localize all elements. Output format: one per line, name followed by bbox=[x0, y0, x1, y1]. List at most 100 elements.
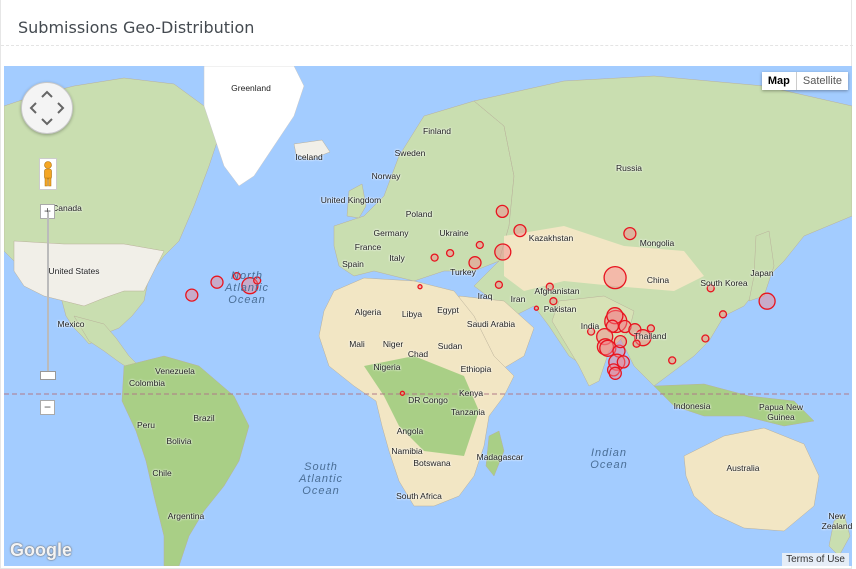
label-nigeria: Nigeria bbox=[373, 362, 401, 372]
madagascar-landmass bbox=[485, 430, 505, 477]
submission-marker[interactable] bbox=[253, 276, 262, 285]
label-ukraine: Ukraine bbox=[439, 228, 469, 238]
submission-marker[interactable] bbox=[599, 339, 617, 357]
submission-marker[interactable] bbox=[533, 305, 540, 311]
south-america-landmass bbox=[121, 355, 250, 566]
label-spain: Spain bbox=[342, 259, 364, 269]
label-mali: Mali bbox=[349, 339, 365, 349]
submission-marker[interactable] bbox=[668, 356, 677, 365]
iceland-landmass bbox=[293, 139, 331, 161]
greenland-landmass bbox=[203, 66, 305, 187]
map-canvas[interactable] bbox=[4, 66, 852, 566]
label-indonesia: Indonesia bbox=[673, 401, 711, 411]
india-landmass bbox=[551, 295, 635, 387]
pegman-figure-icon bbox=[44, 161, 52, 187]
label-namibia: Namibia bbox=[391, 446, 423, 456]
submission-marker[interactable] bbox=[646, 324, 656, 333]
submission-marker[interactable] bbox=[608, 366, 622, 380]
submission-marker[interactable] bbox=[606, 307, 624, 325]
submission-marker[interactable] bbox=[468, 256, 482, 270]
label-iran: Iran bbox=[510, 294, 526, 304]
central-africa-forest bbox=[364, 356, 479, 456]
label-brazil: Brazil bbox=[193, 413, 215, 423]
label-thailand: Thailand bbox=[633, 331, 667, 341]
label-germany: Germany bbox=[373, 228, 409, 238]
label-angola: Angola bbox=[396, 426, 424, 436]
pan-control-icon[interactable] bbox=[21, 82, 73, 134]
submission-marker[interactable] bbox=[618, 319, 632, 334]
submission-marker[interactable] bbox=[185, 288, 199, 302]
label-ethiopia: Ethiopia bbox=[460, 364, 492, 374]
new-zealand-landmass bbox=[828, 513, 851, 557]
label-united-states: United States bbox=[48, 266, 100, 276]
label-iraq: Iraq bbox=[477, 291, 493, 301]
label-saudi-arabia: Saudi Arabia bbox=[466, 319, 516, 329]
submission-marker[interactable] bbox=[445, 248, 455, 258]
submission-marker[interactable] bbox=[210, 275, 224, 289]
label-japan: Japan bbox=[750, 268, 774, 278]
label-italy: Italy bbox=[389, 253, 405, 263]
submission-marker[interactable] bbox=[494, 243, 512, 261]
label-peru: Peru bbox=[137, 420, 155, 430]
google-logo: Google bbox=[10, 540, 72, 560]
submission-marker[interactable] bbox=[545, 282, 554, 291]
submission-marker[interactable] bbox=[718, 310, 728, 319]
label-afghanistan: Afghanistan bbox=[534, 286, 580, 296]
label-iceland: Iceland bbox=[295, 152, 323, 162]
submission-marker[interactable] bbox=[701, 334, 710, 343]
label-france: France bbox=[354, 242, 382, 252]
zoom-slider-thumb[interactable] bbox=[40, 371, 56, 380]
label-algeria: Algeria bbox=[354, 307, 382, 317]
label-mongolia: Mongolia bbox=[639, 238, 675, 248]
zoom-out-button[interactable]: − bbox=[40, 400, 55, 415]
street-view-pegman-icon[interactable] bbox=[39, 158, 57, 190]
australia-landmass bbox=[683, 427, 820, 532]
japan-landmass bbox=[748, 230, 775, 302]
label-argentina: Argentina bbox=[167, 511, 205, 521]
submission-marker[interactable] bbox=[758, 292, 776, 310]
label-south-atlantic-ocean: South Atlantic Ocean bbox=[298, 461, 344, 497]
label-turkey: Turkey bbox=[450, 267, 476, 277]
label-china: China bbox=[646, 275, 670, 285]
label-uk: United Kingdom bbox=[320, 195, 382, 205]
label-papua-new-guinea: Papua New Guinea bbox=[759, 402, 803, 422]
label-india: India bbox=[580, 321, 600, 331]
submission-marker[interactable] bbox=[603, 265, 627, 290]
submission-marker[interactable] bbox=[616, 355, 630, 369]
label-chad: Chad bbox=[407, 349, 429, 359]
submission-marker[interactable] bbox=[417, 284, 423, 290]
label-kenya: Kenya bbox=[458, 388, 484, 398]
label-indian-ocean: Indian Ocean bbox=[590, 447, 628, 471]
submission-marker[interactable] bbox=[706, 284, 715, 293]
label-sweden: Sweden bbox=[394, 148, 426, 158]
submission-marker[interactable] bbox=[623, 226, 637, 241]
submission-marker[interactable] bbox=[399, 390, 406, 396]
panel-title: Submissions Geo-Distribution bbox=[18, 18, 255, 37]
label-new-zealand: New Zealand bbox=[821, 511, 852, 531]
submission-marker[interactable] bbox=[632, 339, 641, 348]
submission-marker[interactable] bbox=[494, 280, 504, 289]
label-bolivia: Bolivia bbox=[166, 436, 192, 446]
label-libya: Libya bbox=[401, 309, 423, 319]
zoom-slider-track[interactable] bbox=[47, 212, 49, 377]
submission-marker[interactable] bbox=[586, 327, 596, 336]
map-type-map-button[interactable]: Map bbox=[761, 72, 797, 90]
map-type-satellite-button[interactable]: Satellite bbox=[796, 72, 848, 90]
label-tanzania: Tanzania bbox=[450, 407, 486, 417]
label-egypt: Egypt bbox=[437, 305, 459, 315]
submission-marker[interactable] bbox=[430, 253, 439, 262]
label-botswana: Botswana bbox=[413, 458, 451, 468]
label-greenland: Greenland bbox=[231, 83, 271, 93]
submission-marker[interactable] bbox=[613, 334, 628, 349]
terms-of-use-link[interactable]: Terms of Use bbox=[782, 553, 849, 566]
submission-marker[interactable] bbox=[495, 204, 509, 219]
world-map[interactable]: Greenland Iceland Finland Sweden Norway … bbox=[4, 66, 852, 566]
submission-marker[interactable] bbox=[513, 223, 527, 238]
submission-marker[interactable] bbox=[232, 272, 242, 281]
label-chile: Chile bbox=[152, 468, 172, 478]
label-kazakhstan: Kazakhstan bbox=[528, 233, 574, 243]
label-north-atlantic-ocean: North Atlantic Ocean bbox=[224, 270, 270, 306]
submission-marker[interactable] bbox=[549, 297, 558, 306]
submission-marker[interactable] bbox=[475, 240, 484, 250]
